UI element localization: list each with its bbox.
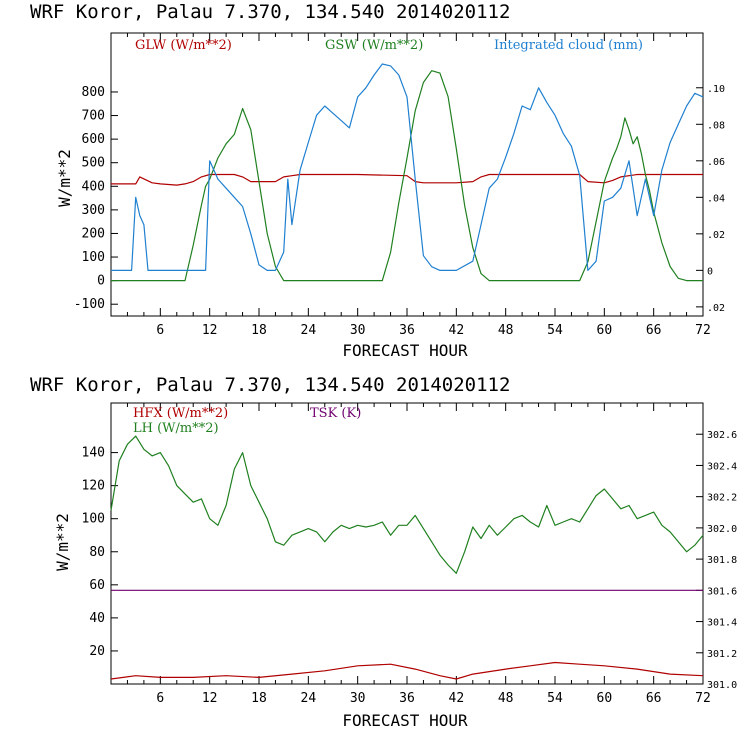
plot-frame (110, 402, 704, 685)
x-tick-label: 42 (449, 323, 465, 338)
chart-panel-top: WRF Koror, Palau 7.370, 134.540 20140201… (30, 1, 725, 360)
y2-tick-label: 302.0 (707, 524, 737, 535)
x-tick-label: 36 (399, 691, 415, 706)
x-tick-label: 60 (597, 323, 613, 338)
y2-tick-label: 301.0 (707, 680, 737, 691)
y2-tick-label: .10 (707, 84, 725, 95)
x-tick-label: 48 (498, 323, 514, 338)
x-tick-label: 18 (251, 691, 267, 706)
series-line-0 (111, 173, 703, 186)
x-tick-label: 18 (251, 323, 267, 338)
x-tick-label: 6 (156, 323, 164, 338)
y2-tick-label: 301.8 (707, 555, 737, 566)
x-axis-label: FORECAST HOUR (342, 341, 468, 360)
plot-area: 6 12 18 24 30 36 42 48 54 60 66 72 -100 0 100 200 300 400… (74, 32, 725, 338)
y-axis-label: W/m**2 (55, 149, 74, 207)
y2-tick-label: 302.6 (707, 430, 737, 441)
y-tick-label: 80 (89, 545, 105, 560)
y-tick-label: 140 (82, 446, 105, 461)
x-tick-label: 6 (156, 691, 164, 706)
x-tick-label: 12 (202, 323, 218, 338)
x-tick-label: 66 (646, 691, 662, 706)
y-tick-label: 200 (82, 226, 105, 241)
y2-tick-label: .08 (707, 120, 725, 131)
y-tick-label: 100 (82, 512, 105, 527)
x-tick-label: 24 (301, 323, 317, 338)
y2-tick-label: 302.4 (707, 461, 737, 472)
x-tick-label: 30 (350, 323, 366, 338)
x-tick-label: 12 (202, 691, 218, 706)
y2-tick-label: 0 (707, 266, 713, 277)
x-tick-label: 36 (399, 323, 415, 338)
series-line-1 (110, 435, 704, 574)
legend-entry-glw: GLW (W/m**2) (135, 38, 232, 53)
y2-tick-label: .04 (707, 193, 725, 204)
x-tick-label: 66 (646, 323, 662, 338)
plot-area: 6 12 18 24 30 36 42 48 54 60 66 72 20 40 60 80 100 120 140… (82, 402, 737, 706)
y-tick-label: 120 (82, 479, 105, 494)
x-tick-label: 30 (350, 691, 366, 706)
y-tick-label: 600 (82, 132, 105, 147)
x-tick-label: 72 (695, 691, 711, 706)
y2-tick-label: 301.4 (707, 618, 737, 629)
y-tick-label: 20 (89, 644, 105, 659)
series-line-2 (111, 63, 704, 271)
legend-entry-lh: LH (W/m**2) (133, 421, 219, 436)
x-tick-label: 48 (498, 691, 514, 706)
y-tick-label: 400 (82, 179, 105, 194)
x-tick-label: 54 (547, 691, 563, 706)
y2-tick-label: .02 (707, 303, 725, 314)
legend-entry-tsk: TSK (K) (310, 406, 361, 421)
y-axis-label: W/m**2 (53, 513, 72, 571)
y-tick-label: 100 (82, 250, 105, 265)
y-tick-label: 300 (82, 203, 105, 218)
legend-entry-cloud: Integrated cloud (mm) (494, 38, 643, 53)
plot-frame (110, 32, 704, 317)
y2-tick-label: 302.2 (707, 493, 737, 504)
y2-tick-label: .06 (707, 157, 725, 168)
x-tick-label: 24 (301, 691, 317, 706)
y-tick-label: 40 (89, 611, 105, 626)
x-tick-label: 72 (695, 323, 711, 338)
y-tick-label: 0 (97, 274, 105, 289)
y2-tick-label: 301.2 (707, 649, 737, 660)
y-tick-label: 700 (82, 109, 105, 124)
y-tick-label: 60 (89, 578, 105, 593)
y-tick-label: 800 (82, 85, 105, 100)
x-axis-label: FORECAST HOUR (342, 711, 468, 730)
y-tick-label: -100 (74, 297, 105, 312)
chart-title: WRF Koror, Palau 7.370, 134.540 20140201… (30, 1, 510, 23)
chart-panel-bottom: WRF Koror, Palau 7.370, 134.540 20140201… (30, 374, 737, 730)
series-line-0 (110, 661, 704, 680)
y-tick-label: 500 (82, 156, 105, 171)
x-tick-label: 54 (547, 323, 563, 338)
x-tick-label: 42 (449, 691, 465, 706)
legend-entry-gsw: GSW (W/m**2) (325, 38, 423, 53)
x-tick-label: 60 (597, 691, 613, 706)
chart-title: WRF Koror, Palau 7.370, 134.540 20140201… (30, 374, 510, 396)
y2-tick-label: .02 (707, 230, 725, 241)
legend-entry-hfx: HFX (W/m**2) (133, 406, 228, 421)
y2-tick-label: 301.6 (707, 586, 737, 597)
series-line-1 (111, 70, 703, 282)
